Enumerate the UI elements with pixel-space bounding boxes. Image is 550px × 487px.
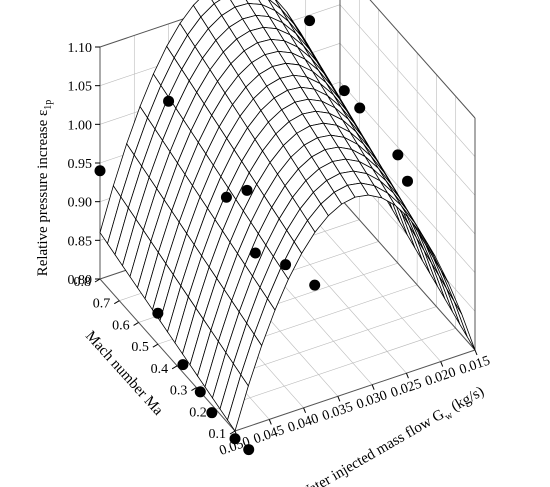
x-tick-mark <box>405 372 409 379</box>
z-axis-label: Relative pressure increase ε1p <box>35 100 54 277</box>
y-tick-mark <box>133 321 139 326</box>
data-point <box>402 175 413 187</box>
z-tick-label: 1.05 <box>68 80 93 95</box>
x-tick-mark <box>337 396 341 402</box>
data-point <box>163 95 175 107</box>
data-point <box>177 359 189 371</box>
x-tick-label: 0.035 <box>320 400 355 424</box>
box-edge <box>99 278 236 432</box>
z-tick-label: 0.90 <box>68 196 93 211</box>
x-tick-mark <box>474 349 478 356</box>
y-tick-mark <box>171 365 178 370</box>
box-edge <box>369 0 476 119</box>
y-tick-mark <box>94 278 101 283</box>
data-point <box>338 85 350 97</box>
data-point <box>94 165 106 177</box>
y-tick-label: 0.7 <box>93 297 111 312</box>
box-edge <box>339 197 476 351</box>
x-tick-mark <box>303 407 307 414</box>
data-point <box>194 386 206 398</box>
box-edge <box>234 349 476 432</box>
data-point <box>304 15 316 27</box>
x-tick-mark <box>268 419 272 425</box>
data-point <box>280 259 292 271</box>
x-tick-label: 0.015 <box>458 353 493 377</box>
data-point <box>249 247 261 259</box>
data-point <box>392 149 404 161</box>
z-tick-label: 0.80 <box>68 273 93 288</box>
wall-grid-line <box>339 4 476 157</box>
x-tick-label: 0.040 <box>286 411 321 435</box>
x-tick-mark <box>440 361 444 367</box>
z-tick-label: 0.85 <box>68 234 93 249</box>
y-tick-label: 0.2 <box>189 405 207 420</box>
y-tick-mark <box>191 387 197 392</box>
y-tick-mark <box>210 408 216 413</box>
data-point <box>241 184 253 196</box>
x-tick-label: 0.030 <box>355 388 390 412</box>
data-point <box>220 191 232 203</box>
x-tick-mark <box>234 430 238 437</box>
wall-grid-line <box>369 0 476 119</box>
data-point <box>309 279 321 291</box>
x-tick-mark <box>371 384 375 390</box>
y-tick-label: 0.5 <box>131 340 149 355</box>
floor-grid-line <box>215 328 456 410</box>
data-point <box>243 444 255 456</box>
y-tick-label: 0.6 <box>112 318 130 333</box>
floor-grid-line <box>305 209 441 362</box>
y-tick-label: 0.1 <box>209 427 227 442</box>
data-points <box>94 15 413 456</box>
z-tick-label: 0.95 <box>68 157 93 172</box>
y-tick-label: 0.4 <box>151 362 169 377</box>
x-axis-label: Water injected mass flow Gw (kg/s) <box>295 384 488 487</box>
data-point <box>206 407 218 419</box>
y-tick-mark <box>229 430 236 435</box>
x-tick-label: 0.025 <box>389 377 424 401</box>
wall-grid-line <box>339 43 476 196</box>
x-tick-label: 0.045 <box>252 423 287 447</box>
surface-mesh <box>99 0 476 432</box>
x-tick-label: 0.020 <box>423 365 458 389</box>
z-tick-label: 1.10 <box>68 41 93 56</box>
y-tick-mark <box>152 343 159 348</box>
surface-cell <box>227 373 249 432</box>
z-tick-label: 1.00 <box>68 118 93 133</box>
y-tick-mark <box>114 300 120 305</box>
data-point <box>229 433 241 445</box>
surface-cell <box>453 301 476 351</box>
data-point <box>354 102 366 114</box>
y-tick-label: 0.3 <box>170 384 188 399</box>
y-tick-label: 0.8 <box>74 275 92 290</box>
data-point <box>152 307 164 319</box>
